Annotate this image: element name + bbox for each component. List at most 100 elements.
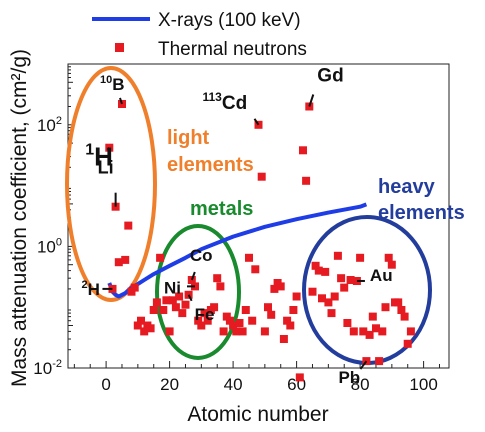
x-tick-label: 100 — [409, 375, 437, 394]
metals-ellipse — [155, 224, 241, 360]
element-label: Fe — [195, 305, 215, 324]
element-leader-line — [106, 146, 110, 151]
group-annotation: heavy — [378, 176, 436, 198]
neutron-point — [162, 296, 171, 305]
neutron-point — [213, 274, 222, 283]
neutron-point — [245, 253, 253, 262]
neutron-point — [314, 266, 323, 275]
element-label: Co — [190, 246, 213, 265]
element-label: Gd — [317, 65, 343, 86]
neutron-point — [302, 176, 311, 185]
neutron-point — [257, 172, 266, 181]
neutron-point — [292, 292, 301, 301]
neutron-point — [352, 277, 361, 285]
element-label: 113Cd — [203, 90, 248, 114]
neutron-point — [114, 258, 123, 267]
neutron-point — [267, 310, 276, 319]
neutron-point — [279, 335, 288, 343]
element-label: Ni — [164, 278, 181, 297]
neutron-point — [324, 298, 333, 307]
neutron-point — [241, 306, 250, 314]
neutron-point — [219, 327, 228, 336]
neutron-point — [286, 321, 295, 330]
neutron-point — [168, 296, 177, 305]
element-label: Au — [370, 266, 393, 285]
neutron-point — [400, 312, 409, 321]
neutron-point — [311, 261, 320, 270]
neutron-point — [156, 253, 165, 262]
neutron-point — [222, 312, 231, 321]
neutron-point — [175, 292, 184, 301]
neutron-point — [105, 143, 114, 152]
neutron-point — [238, 327, 247, 336]
neutron-point — [318, 294, 326, 303]
group-annotation: elements — [167, 154, 254, 176]
y-tick-label: 102 — [37, 115, 62, 135]
neutron-point — [381, 303, 390, 312]
neutron-point — [108, 284, 117, 293]
legend-neutron-label: Thermal neutrons — [158, 39, 307, 60]
element-leader-line — [187, 294, 193, 302]
x-tick-label: 0 — [101, 375, 110, 394]
neutron-point — [264, 303, 272, 312]
light-elements-ellipse — [65, 66, 157, 302]
neutron-point — [251, 265, 260, 274]
neutron-point — [121, 255, 130, 264]
neutron-point — [178, 309, 187, 318]
element-label: 1H — [85, 142, 113, 172]
neutron-point — [384, 253, 393, 262]
x-tick-label: 20 — [160, 375, 179, 394]
neutron-point — [203, 316, 212, 325]
neutron-point — [232, 327, 241, 336]
group-annotation: light — [167, 127, 210, 149]
group-annotation: elements — [378, 202, 465, 224]
element-label: Li — [98, 158, 114, 178]
neutron-point — [372, 324, 380, 333]
neutron-point — [387, 260, 396, 269]
element-label: 2H — [81, 279, 99, 299]
neutron-point — [181, 300, 190, 309]
xray-line — [107, 202, 368, 299]
neutron-point — [283, 316, 292, 325]
neutron-point — [200, 309, 209, 318]
neutron-point — [343, 319, 352, 327]
x-tick-label: 80 — [351, 375, 370, 394]
neutron-point — [346, 276, 355, 284]
legend-xray-label: X-rays (100 keV) — [158, 10, 301, 31]
neutron-point — [159, 306, 168, 314]
x-tick-label: 40 — [224, 375, 243, 394]
neutron-point — [194, 316, 203, 325]
neutron-point — [365, 330, 374, 339]
neutron-point — [248, 316, 257, 325]
element-leader-line — [119, 97, 123, 105]
neutron-point — [171, 303, 180, 312]
neutron-point — [403, 339, 412, 348]
neutron-point — [397, 306, 406, 314]
element-leader-line — [190, 271, 196, 281]
y-tick-label: 100 — [37, 236, 62, 256]
neutron-series — [105, 100, 415, 382]
neutron-point — [308, 287, 317, 296]
neutron-point — [127, 287, 136, 296]
element-label: 10B — [100, 74, 125, 94]
neutron-point — [270, 284, 279, 293]
neutron-point — [295, 373, 304, 382]
neutron-point — [289, 306, 298, 314]
neutron-point — [216, 282, 225, 291]
y-axis-label: Mass attenuation coefficient, (cm²/g) — [8, 49, 31, 387]
neutron-point — [260, 327, 269, 336]
element-leader-line — [359, 360, 368, 370]
neutron-point — [321, 267, 330, 276]
neutron-point — [149, 306, 158, 314]
neutron-point — [235, 319, 244, 327]
xray-series — [107, 202, 368, 299]
y-tick-label: 10-2 — [33, 358, 62, 378]
element-leader-line — [253, 118, 260, 126]
neutron-point — [165, 327, 174, 336]
neutron-point — [111, 202, 120, 211]
element-leader-line — [308, 94, 315, 107]
neutron-point — [118, 100, 126, 108]
